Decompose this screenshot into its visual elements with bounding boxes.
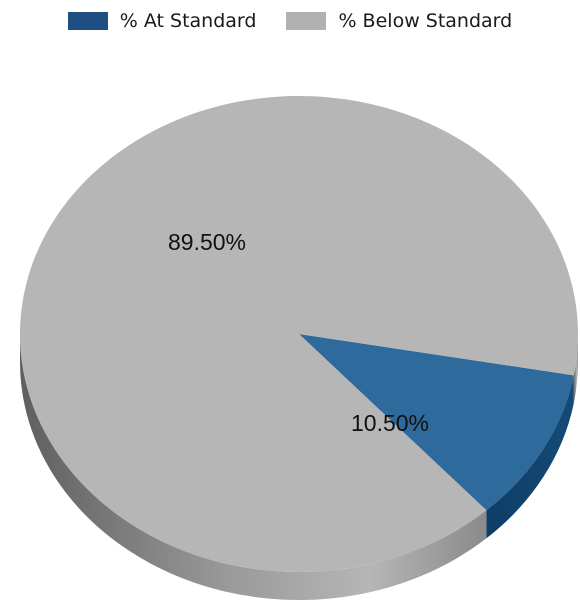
pie-side-below-standard bbox=[20, 334, 487, 601]
pie-layer: 10.50% 89.50% bbox=[19, 95, 578, 601]
legend-swatch-below-standard bbox=[286, 12, 327, 30]
data-label-at-standard: 10.50% bbox=[351, 410, 429, 436]
data-label-below-standard: 89.50% bbox=[168, 229, 246, 255]
pie-side-at-standard bbox=[486, 375, 574, 539]
legend-item-at-standard: % At Standard bbox=[67, 10, 257, 32]
legend-label-below-standard: % Below Standard bbox=[338, 10, 513, 32]
pie-slice-below-standard bbox=[19, 95, 578, 572]
legend-label-at-standard: % At Standard bbox=[119, 10, 257, 32]
chart-legend: % At Standard % Below Standard bbox=[0, 8, 580, 34]
legend-item-below-standard: % Below Standard bbox=[286, 10, 512, 32]
pie-slice-at-standard bbox=[299, 334, 574, 511]
legend-swatch-at-standard bbox=[67, 12, 108, 30]
pie-side-below-standard bbox=[573, 334, 578, 404]
